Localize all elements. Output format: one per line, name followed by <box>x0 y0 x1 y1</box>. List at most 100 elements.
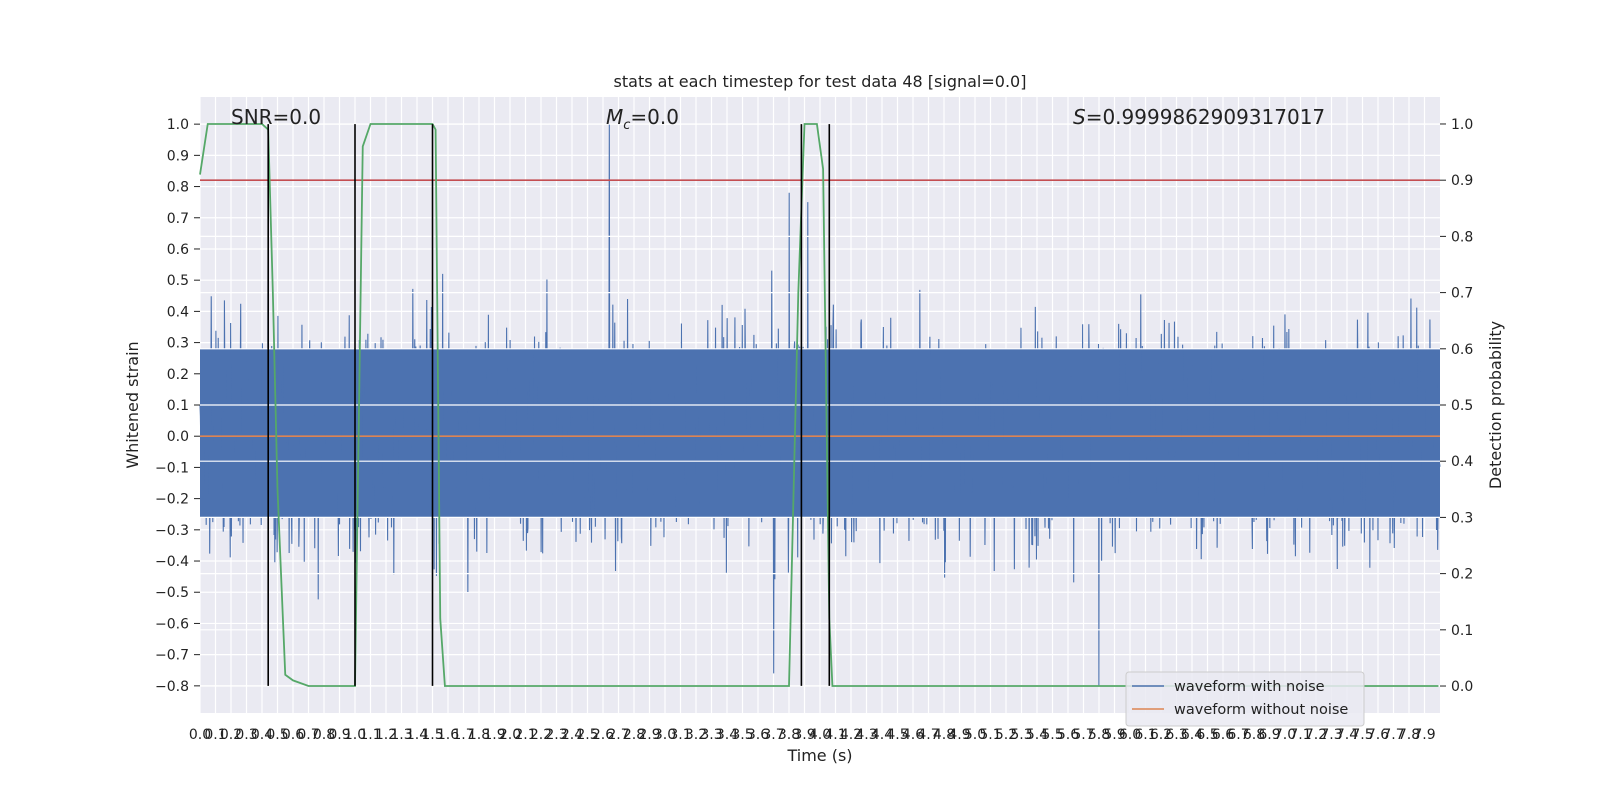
x-tick-label: 7.7 <box>1382 727 1404 743</box>
x-tick-label: 1.5 <box>421 727 443 743</box>
legend-label-noise: waveform with noise <box>1174 679 1325 695</box>
y-tick-label: −0.2 <box>155 492 189 508</box>
x-tick-label: 7.1 <box>1289 727 1311 743</box>
x-tick-label: 4.4 <box>871 727 893 743</box>
x-tick-label: 2.2 <box>530 727 552 743</box>
y2-tick-label: 0.7 <box>1451 286 1473 302</box>
x-tick-label: 2.4 <box>561 727 583 743</box>
noise-line <box>199 124 1441 686</box>
x-tick-label: 2.7 <box>607 727 629 743</box>
y-tick-label: −0.1 <box>155 460 189 476</box>
x-axis: 0.00.10.20.30.40.50.60.70.80.91.01.11.21… <box>189 727 1436 743</box>
x-tick-label: 0.3 <box>235 727 257 743</box>
x-tick-label: 6.4 <box>1181 727 1203 743</box>
annotation-snr: SNR=0.0 <box>231 105 321 129</box>
x-tick-label: 6.0 <box>1119 727 1141 743</box>
y-axis-title: Whitened strain <box>123 341 142 468</box>
y-tick-label: −0.4 <box>155 554 189 570</box>
y2-tick-label: 1.0 <box>1451 117 1473 133</box>
y-tick-label: −0.5 <box>155 585 189 601</box>
y-axis-left: −0.8 −0.7 −0.6 −0.5 −0.4 −0.3 −0.2 −0.1 0.0 0.1 0.… <box>155 117 200 695</box>
x-tick-label: 5.6 <box>1057 727 1079 743</box>
y2-tick-label: 0.4 <box>1451 454 1473 470</box>
y2-tick-label: 0.5 <box>1451 398 1473 414</box>
x-tick-label: 2.3 <box>545 727 567 743</box>
x-tick-label: 7.4 <box>1336 727 1358 743</box>
x-tick-label: 0.7 <box>297 727 319 743</box>
legend-box <box>1125 671 1365 727</box>
x-tick-label: 6.6 <box>1212 727 1234 743</box>
y2-tick-label: 0.2 <box>1451 567 1473 583</box>
y-tick-label: 0.9 <box>167 148 189 164</box>
y2-tick-label: 0.3 <box>1451 510 1473 526</box>
x-tick-label: 2.9 <box>638 727 660 743</box>
y-axis-right: 0.0 0.1 0.2 0.3 0.4 0.5 0.6 0.7 0.8 0.9 1.0 <box>1440 117 1473 695</box>
x-tick-label: 6.3 <box>1165 727 1187 743</box>
x-tick-label: 1.4 <box>406 727 428 743</box>
y-tick-label: −0.7 <box>155 648 189 664</box>
x-tick-label: 1.7 <box>452 727 474 743</box>
x-tick-label: 5.3 <box>1010 727 1032 743</box>
y-tick-label: 0.0 <box>167 429 189 445</box>
x-tick-label: 2.1 <box>514 727 536 743</box>
x-tick-label: 4.7 <box>917 727 939 743</box>
y-tick-label: −0.8 <box>155 679 189 695</box>
y2-tick-label: 0.8 <box>1451 229 1473 245</box>
x-tick-label: 3.7 <box>762 727 784 743</box>
x-tick-label: 6.9 <box>1258 727 1280 743</box>
y2-tick-label: 0.0 <box>1451 679 1473 695</box>
annotation-chirp-mass: Mc=0.0 <box>606 105 679 133</box>
y-tick-label: 0.7 <box>167 211 189 227</box>
x-tick-label: 4.2 <box>840 727 862 743</box>
annotation-score: S=0.9999862909317017 <box>1073 105 1325 129</box>
y2-axis-title: Detection probability <box>1486 321 1505 489</box>
x-tick-label: 3.2 <box>685 727 707 743</box>
annotation-chirp-mass-symbol: M <box>606 105 623 129</box>
x-tick-label: 4.0 <box>809 727 831 743</box>
x-tick-label: 7.8 <box>1398 727 1420 743</box>
x-tick-label: 5.5 <box>1041 727 1063 743</box>
x-tick-label: 3.9 <box>793 727 815 743</box>
x-tick-label: 1.9 <box>483 727 505 743</box>
x-axis-title: Time (s) <box>786 746 852 765</box>
annotation-score-symbol: S <box>1073 105 1086 129</box>
x-tick-label: 2.6 <box>592 727 614 743</box>
annotation-chirp-mass-value: =0.0 <box>630 105 679 129</box>
x-tick-label: 4.8 <box>933 727 955 743</box>
y2-tick-label: 0.9 <box>1451 173 1473 189</box>
x-tick-label: 6.7 <box>1227 727 1249 743</box>
x-tick-label: 7.9 <box>1413 727 1435 743</box>
chart-title: stats at each timestep for test data 48 … <box>614 72 1027 91</box>
x-tick-label: 5.2 <box>995 727 1017 743</box>
y-tick-label: 1.0 <box>167 117 189 133</box>
x-tick-label: 1.0 <box>344 727 366 743</box>
x-tick-label: 1.1 <box>359 727 381 743</box>
x-tick-label: 3.4 <box>716 727 738 743</box>
x-tick-label: 6.8 <box>1243 727 1265 743</box>
y-tick-label: 0.3 <box>167 336 189 352</box>
x-tick-label: 4.1 <box>824 727 846 743</box>
x-tick-label: 0.5 <box>266 727 288 743</box>
x-tick-label: 2.8 <box>623 727 645 743</box>
x-tick-label: 4.5 <box>886 727 908 743</box>
x-tick-label: 3.3 <box>700 727 722 743</box>
x-tick-label: 4.6 <box>902 727 924 743</box>
x-tick-label: 0.8 <box>313 727 335 743</box>
x-tick-label: 1.2 <box>375 727 397 743</box>
x-tick-label: 4.9 <box>948 727 970 743</box>
x-tick-label: 3.6 <box>747 727 769 743</box>
y-tick-label: 0.8 <box>167 180 189 196</box>
y-tick-label: 0.2 <box>167 367 189 383</box>
x-tick-label: 3.5 <box>731 727 753 743</box>
x-tick-label: 0.2 <box>220 727 242 743</box>
annotation-chirp-mass-sub: c <box>623 118 630 133</box>
x-tick-label: 1.3 <box>390 727 412 743</box>
x-tick-label: 6.5 <box>1196 727 1218 743</box>
x-tick-label: 1.6 <box>437 727 459 743</box>
x-tick-label: 7.3 <box>1320 727 1342 743</box>
x-tick-label: 0.1 <box>204 727 226 743</box>
y-tick-label: 0.1 <box>167 398 189 414</box>
x-tick-label: 7.6 <box>1367 727 1389 743</box>
x-tick-label: 5.0 <box>964 727 986 743</box>
x-tick-label: 6.1 <box>1134 727 1156 743</box>
